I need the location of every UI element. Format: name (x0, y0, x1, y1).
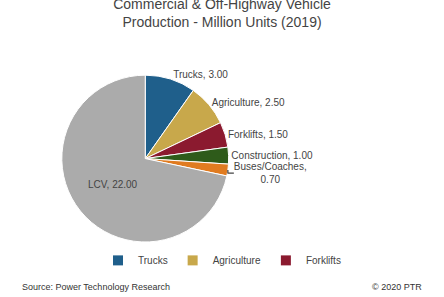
svg-text:Agriculture: Agriculture (213, 255, 261, 266)
svg-text:Buses/Coaches,0.70: Buses/Coaches,0.70 (234, 161, 307, 185)
svg-text:Construction, 1.00: Construction, 1.00 (231, 150, 313, 161)
svg-text:Trucks: Trucks (138, 255, 168, 266)
svg-text:Source: Power Technology Resea: Source: Power Technology Research (22, 282, 170, 292)
svg-text:Trucks, 3.00: Trucks, 3.00 (173, 69, 228, 80)
svg-text:Agriculture, 2.50: Agriculture, 2.50 (212, 97, 285, 108)
svg-text:Forklifts, 1.50: Forklifts, 1.50 (228, 129, 288, 140)
svg-text:Forklifts: Forklifts (306, 255, 341, 266)
svg-text:© 2020 PTR: © 2020 PTR (372, 282, 422, 292)
svg-text:Commercial & Off-Highway Vehic: Commercial & Off-Highway VehicleProducti… (113, 0, 331, 30)
svg-text:LCV, 22.00: LCV, 22.00 (88, 179, 138, 190)
